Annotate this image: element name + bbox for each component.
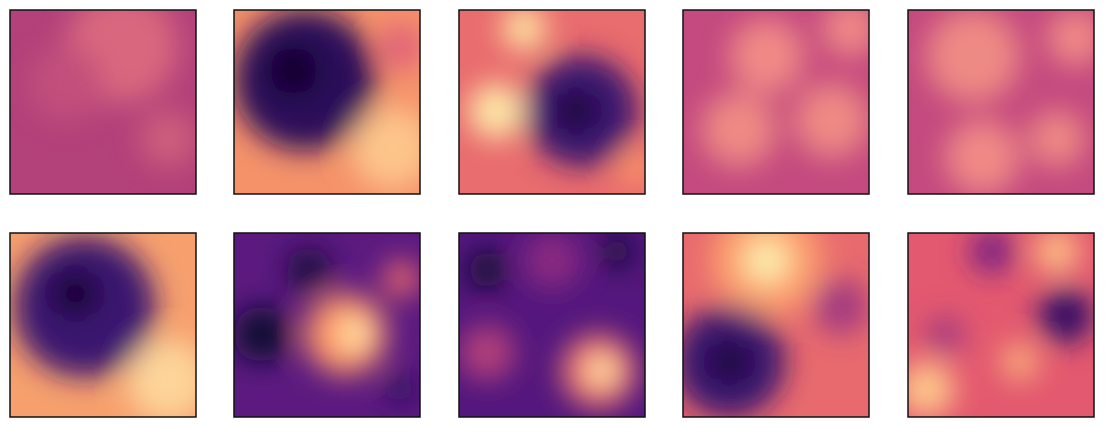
blob: [602, 236, 632, 267]
blob: [382, 260, 420, 298]
blob: [908, 361, 955, 417]
blob: [1034, 233, 1080, 274]
heatmap-panel: [10, 233, 196, 417]
blob: [822, 10, 869, 57]
blob: [468, 251, 506, 289]
blob: [351, 107, 420, 189]
heatmap-panel: [459, 233, 645, 417]
blob: [1001, 343, 1039, 381]
blob: [28, 46, 103, 121]
blobs: [908, 233, 1094, 417]
blob: [52, 271, 98, 317]
panel-frame: [233, 232, 421, 418]
blobs: [28, 10, 196, 167]
blobs: [683, 233, 869, 417]
blob: [617, 147, 645, 185]
blobs: [468, 10, 645, 185]
blobs: [926, 10, 1094, 194]
heatmap-panel: [234, 10, 420, 194]
blob: [926, 10, 1020, 103]
blob: [459, 324, 515, 381]
blob: [710, 343, 749, 381]
heatmap-panel: [459, 10, 645, 194]
blobs: [701, 10, 869, 167]
blob: [127, 339, 196, 417]
panel-frame: [682, 9, 870, 195]
blobs: [234, 247, 420, 405]
panel-frame: [907, 232, 1095, 418]
panel-frame: [9, 232, 197, 418]
heatmap-panel: [234, 233, 420, 417]
panel-frame: [233, 9, 421, 195]
blob: [269, 46, 318, 95]
blob: [340, 319, 370, 350]
blob: [744, 238, 790, 283]
blob: [729, 18, 804, 94]
blob: [1056, 306, 1076, 326]
panel-frame: [458, 9, 646, 195]
heatmap-panel: [908, 10, 1094, 194]
blob: [468, 83, 525, 140]
panel-frame: [682, 232, 870, 418]
panel-frame: [907, 9, 1095, 195]
blob: [524, 233, 580, 289]
panel-frame: [458, 232, 646, 418]
blob: [1028, 110, 1085, 167]
blob: [701, 92, 776, 167]
blob: [234, 306, 290, 363]
blob: [1047, 10, 1094, 66]
blob: [286, 247, 331, 293]
blob: [557, 92, 595, 130]
blob: [926, 315, 964, 353]
blob: [140, 110, 196, 167]
heatmap-panel: [10, 10, 196, 194]
blobs: [459, 233, 636, 409]
blob: [813, 278, 869, 335]
blob: [386, 374, 417, 405]
heatmap-panel: [683, 233, 869, 417]
blob: [969, 233, 1015, 274]
heatmap-panel: [908, 233, 1094, 417]
blob: [501, 10, 547, 51]
panel-frame: [9, 9, 197, 195]
blob: [794, 83, 869, 158]
blob: [379, 24, 420, 70]
blob: [587, 356, 618, 386]
heatmap-panel: [683, 10, 869, 194]
blobs: [13, 235, 196, 417]
blobs: [234, 10, 420, 189]
blob: [945, 120, 1020, 194]
